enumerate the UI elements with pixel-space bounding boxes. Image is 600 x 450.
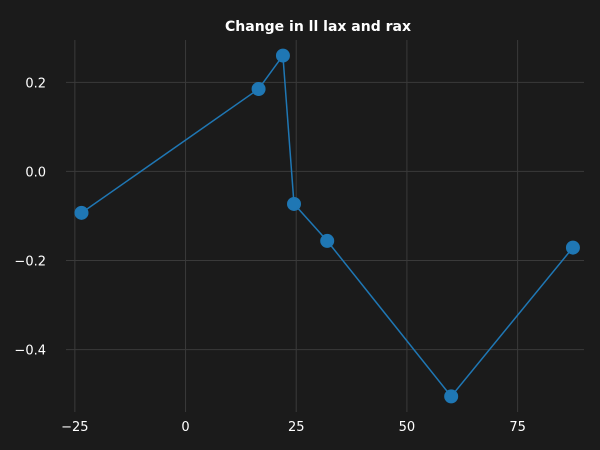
x-tick-label: 25 xyxy=(288,420,305,435)
x-tick-labels: −25 0 25 50 75 xyxy=(61,420,526,435)
x-tick-label: 50 xyxy=(399,420,416,435)
data-point xyxy=(275,48,290,63)
x-tick-label: −25 xyxy=(61,420,88,435)
data-point xyxy=(251,82,266,97)
data-points xyxy=(74,48,580,404)
data-point xyxy=(287,196,302,211)
series-line xyxy=(81,53,574,398)
data-point xyxy=(565,240,580,255)
data-point xyxy=(444,389,459,404)
y-tick-label: −0.2 xyxy=(14,255,46,270)
y-tick-label: 0.0 xyxy=(25,165,46,180)
y-tick-label: 0.2 xyxy=(25,76,46,91)
data-point xyxy=(320,233,335,248)
chart-title: Change in ll lax and rax xyxy=(225,19,411,35)
x-tick-label: 75 xyxy=(509,420,526,435)
x-tick-label: 0 xyxy=(181,420,189,435)
grid-lines xyxy=(66,40,584,412)
data-point xyxy=(74,205,89,220)
y-tick-labels: 0.2 0.0 −0.2 −0.4 xyxy=(14,76,46,358)
y-tick-label: −0.4 xyxy=(14,344,46,359)
